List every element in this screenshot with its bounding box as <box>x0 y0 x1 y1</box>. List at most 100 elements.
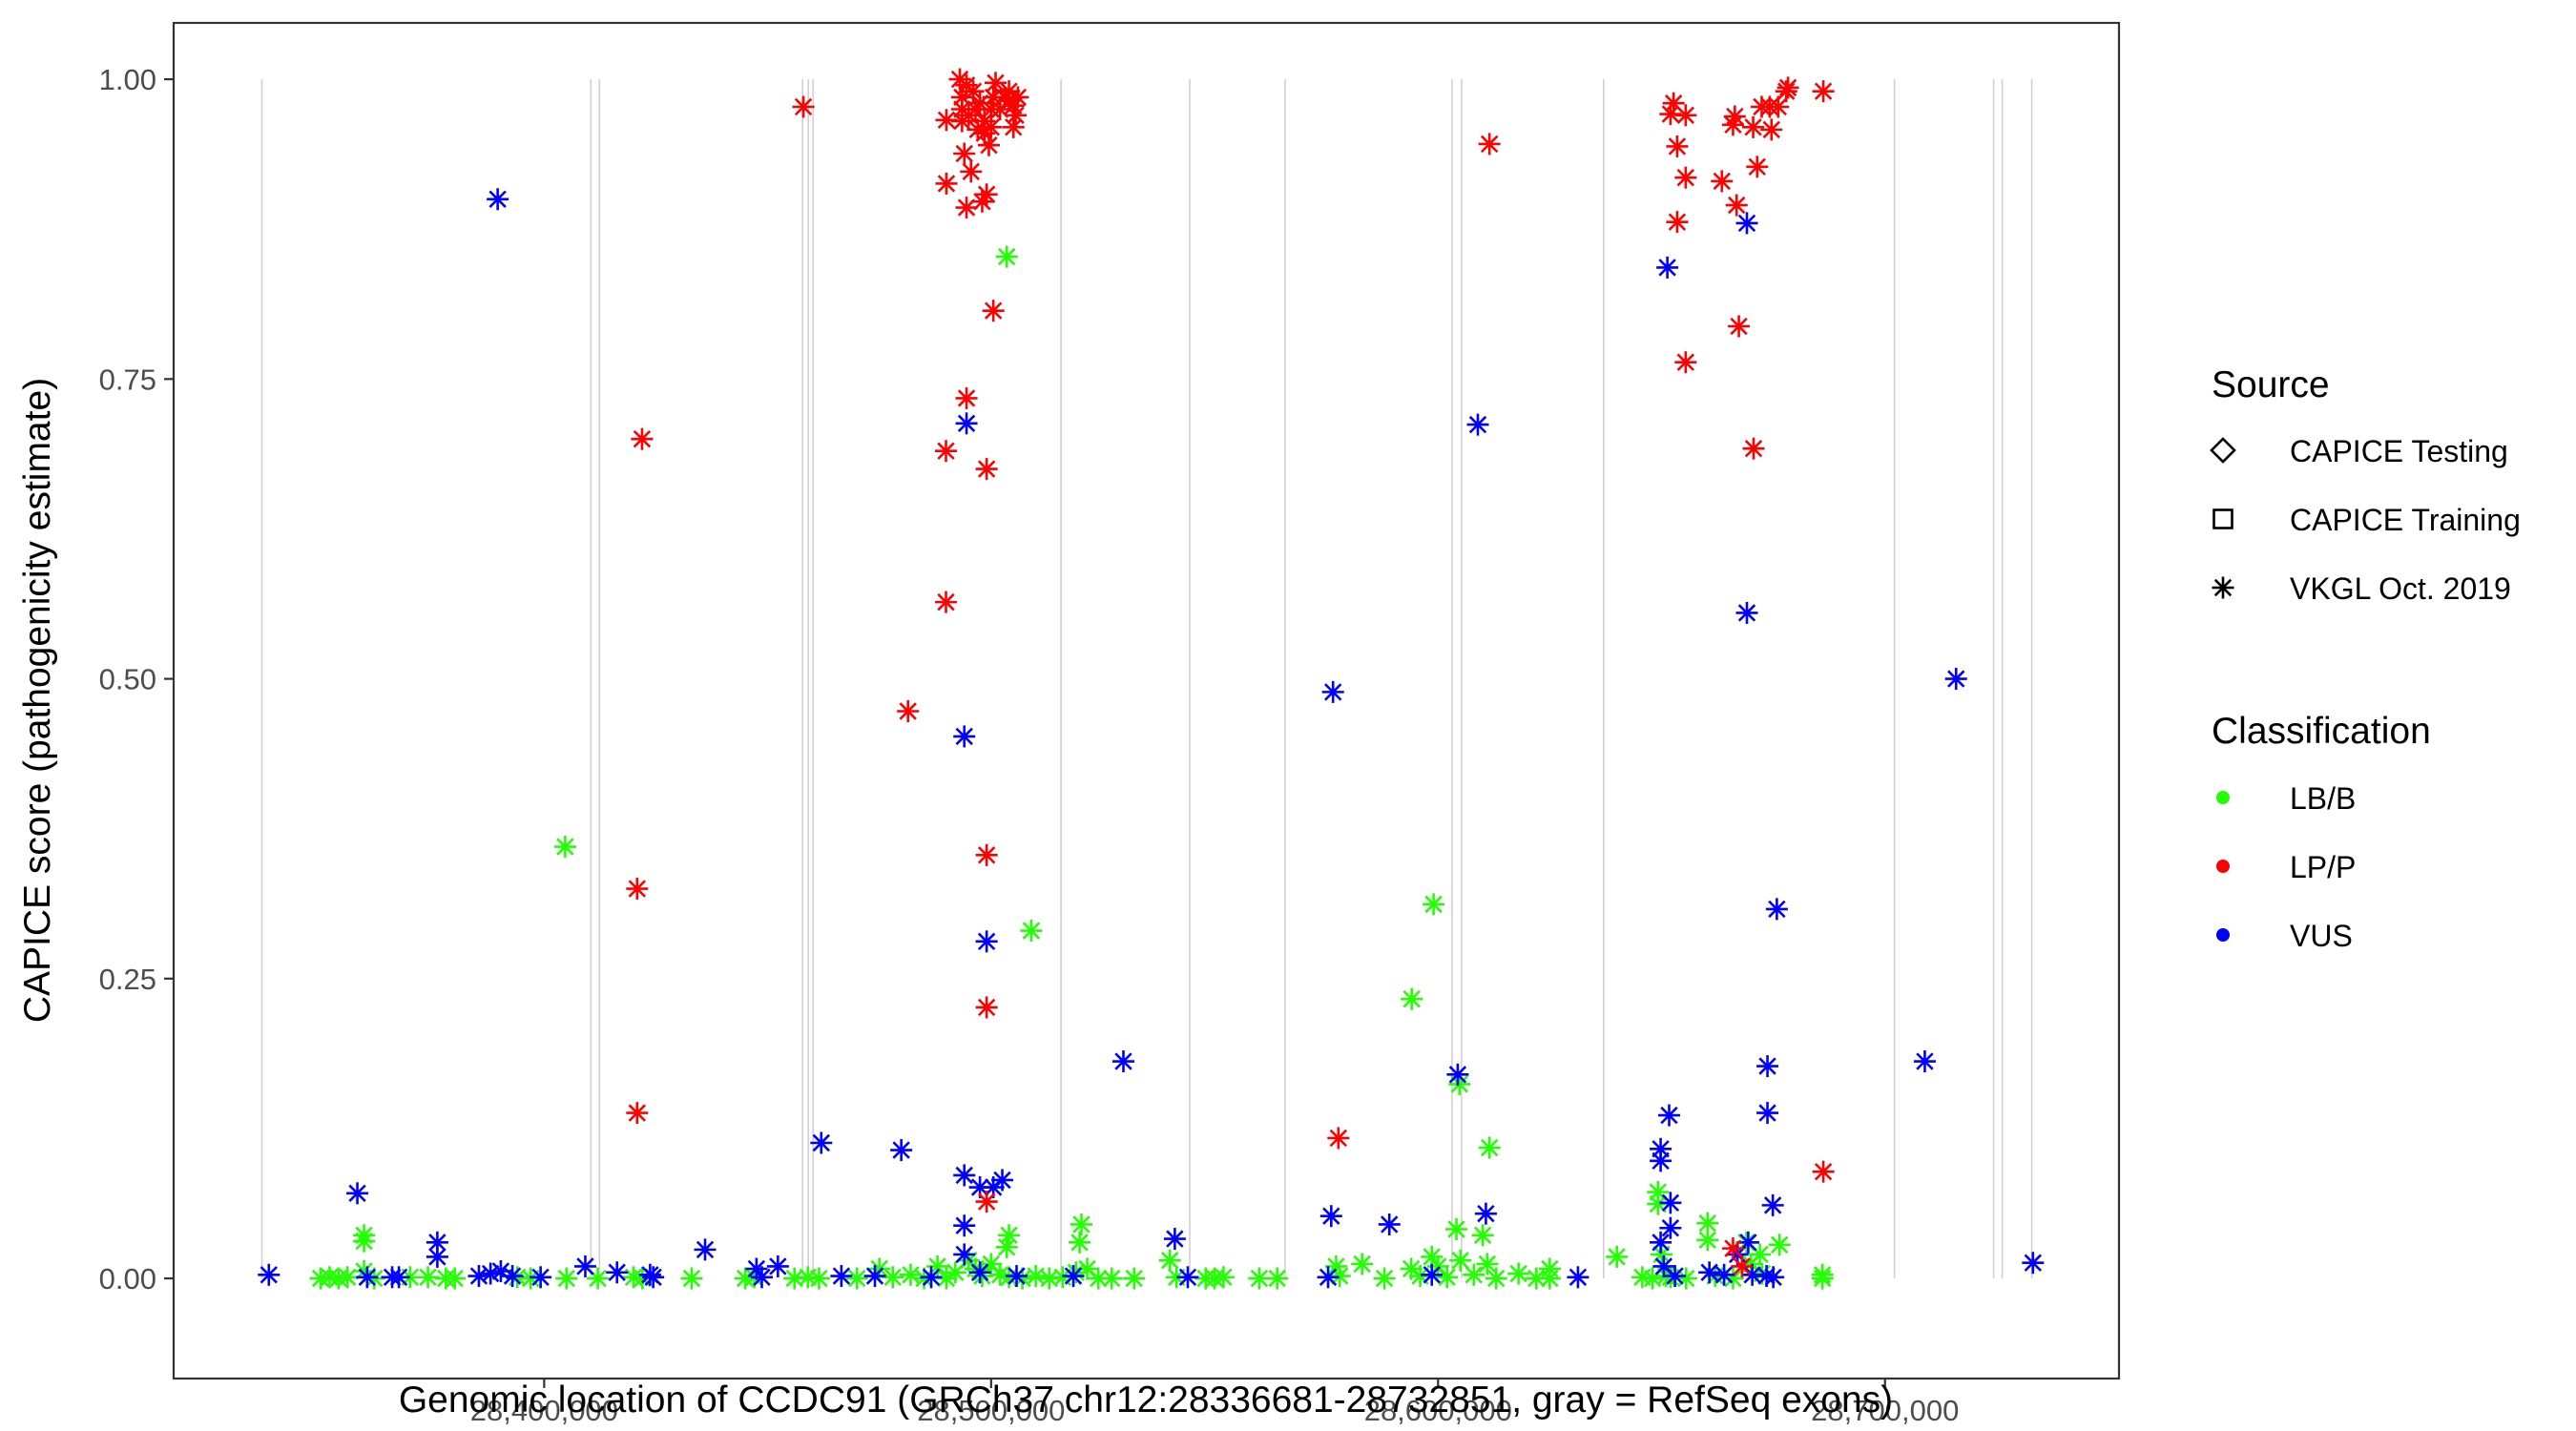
data-point <box>766 1255 789 1277</box>
data-point <box>991 1169 1014 1192</box>
data-point <box>573 1255 596 1277</box>
data-point <box>1713 1263 1735 1286</box>
data-point <box>1659 1192 1682 1214</box>
legend-item-training: CAPICE Training <box>2212 503 2521 537</box>
legend-item-lp-p: LP/P <box>2216 850 2356 884</box>
data-point <box>555 1267 578 1290</box>
data-point <box>1696 1229 1719 1252</box>
data-point <box>501 1265 524 1288</box>
data-point <box>995 245 1018 268</box>
data-point <box>975 996 998 1019</box>
legend-asterisk-icon <box>2212 576 2234 599</box>
data-point <box>935 172 958 195</box>
data-point <box>1321 680 1344 703</box>
data-point <box>1775 80 1797 103</box>
legend-item-testing: CAPICE Testing <box>2210 434 2508 468</box>
data-point <box>975 458 998 481</box>
data-point <box>845 1267 868 1290</box>
data-point <box>1666 135 1689 157</box>
y-tick-label: 0.75 <box>99 363 156 396</box>
data-point <box>1652 1255 1675 1277</box>
data-point <box>1212 1266 1235 1289</box>
legend-label: CAPICE Training <box>2290 503 2521 537</box>
data-point <box>966 118 989 141</box>
data-point <box>1401 987 1423 1010</box>
data-point <box>1111 1050 1134 1073</box>
data-point <box>792 95 815 118</box>
data-point <box>1767 95 1790 118</box>
data-point <box>975 930 998 953</box>
data-point <box>955 412 978 435</box>
data-point <box>1913 1050 1936 1073</box>
data-point <box>1721 1237 1744 1260</box>
data-point <box>1020 920 1043 943</box>
data-point <box>1446 1063 1469 1086</box>
data-point <box>1485 1267 1507 1290</box>
data-point <box>1466 413 1489 436</box>
data-point <box>953 1243 976 1266</box>
data-point <box>1811 1267 1834 1290</box>
legend-dot-icon <box>2216 928 2230 942</box>
data-point <box>935 440 958 463</box>
data-point <box>953 725 976 748</box>
data-point <box>1664 1265 1687 1288</box>
data-point <box>935 591 958 613</box>
data-point <box>1776 76 1799 99</box>
y-tick-label: 0.25 <box>99 963 156 996</box>
y-tick-label: 0.00 <box>99 1262 156 1296</box>
data-point <box>1266 1267 1289 1290</box>
data-point <box>631 427 654 450</box>
data-point <box>1674 104 1697 127</box>
data-point <box>1606 1245 1629 1268</box>
data-point <box>1659 1216 1682 1239</box>
data-points <box>258 68 2045 1290</box>
data-point <box>953 1164 976 1187</box>
legend-item-vus: VUS <box>2216 919 2353 953</box>
data-point <box>955 197 978 219</box>
data-point <box>960 160 983 183</box>
data-point <box>1812 1160 1835 1183</box>
data-point <box>1666 211 1689 234</box>
data-point <box>487 188 509 211</box>
data-point <box>830 1265 853 1288</box>
data-point <box>426 1245 448 1268</box>
x-tick-label: 28,700,000 <box>1811 1394 1959 1427</box>
legend-square-icon <box>2212 508 2233 529</box>
legend-label: VKGL Oct. 2019 <box>2290 571 2511 606</box>
data-point <box>1944 668 1967 691</box>
data-point <box>1007 86 1029 109</box>
data-point <box>387 1266 410 1289</box>
data-point <box>1742 437 1765 460</box>
x-tick-label: 28,600,000 <box>1364 1394 1512 1427</box>
data-point <box>626 1102 649 1125</box>
data-point <box>953 1214 976 1237</box>
data-point <box>1471 1224 1494 1247</box>
data-point <box>1025 1265 1048 1288</box>
legend-label: LB/B <box>2290 781 2356 816</box>
data-point <box>982 300 1005 322</box>
data-point <box>1327 1127 1350 1150</box>
data-point <box>336 1266 359 1289</box>
data-point <box>920 1266 943 1289</box>
data-point <box>1176 1266 1199 1289</box>
data-point <box>1449 1249 1472 1272</box>
data-point <box>1378 1213 1401 1235</box>
legend-label: CAPICE Testing <box>2290 434 2508 468</box>
data-point <box>1735 601 1758 624</box>
data-point <box>1123 1267 1146 1290</box>
data-point <box>258 1263 280 1286</box>
data-point <box>980 98 1003 121</box>
legend-source-title: Source <box>2212 364 2330 405</box>
legend-dot-icon <box>2216 860 2230 873</box>
data-point <box>1474 1202 1497 1225</box>
legend-diamond-icon <box>2210 437 2236 464</box>
data-point <box>1650 1150 1672 1172</box>
legend: Source CAPICE Testing CAPICE Training VKGL… <box>2210 364 2521 953</box>
data-point <box>1070 1213 1092 1235</box>
legend-item-lb-b: LB/B <box>2216 781 2356 816</box>
data-point <box>1650 1231 1672 1254</box>
data-point <box>955 386 978 409</box>
data-point <box>1746 156 1769 178</box>
data-point <box>2022 1252 2045 1275</box>
